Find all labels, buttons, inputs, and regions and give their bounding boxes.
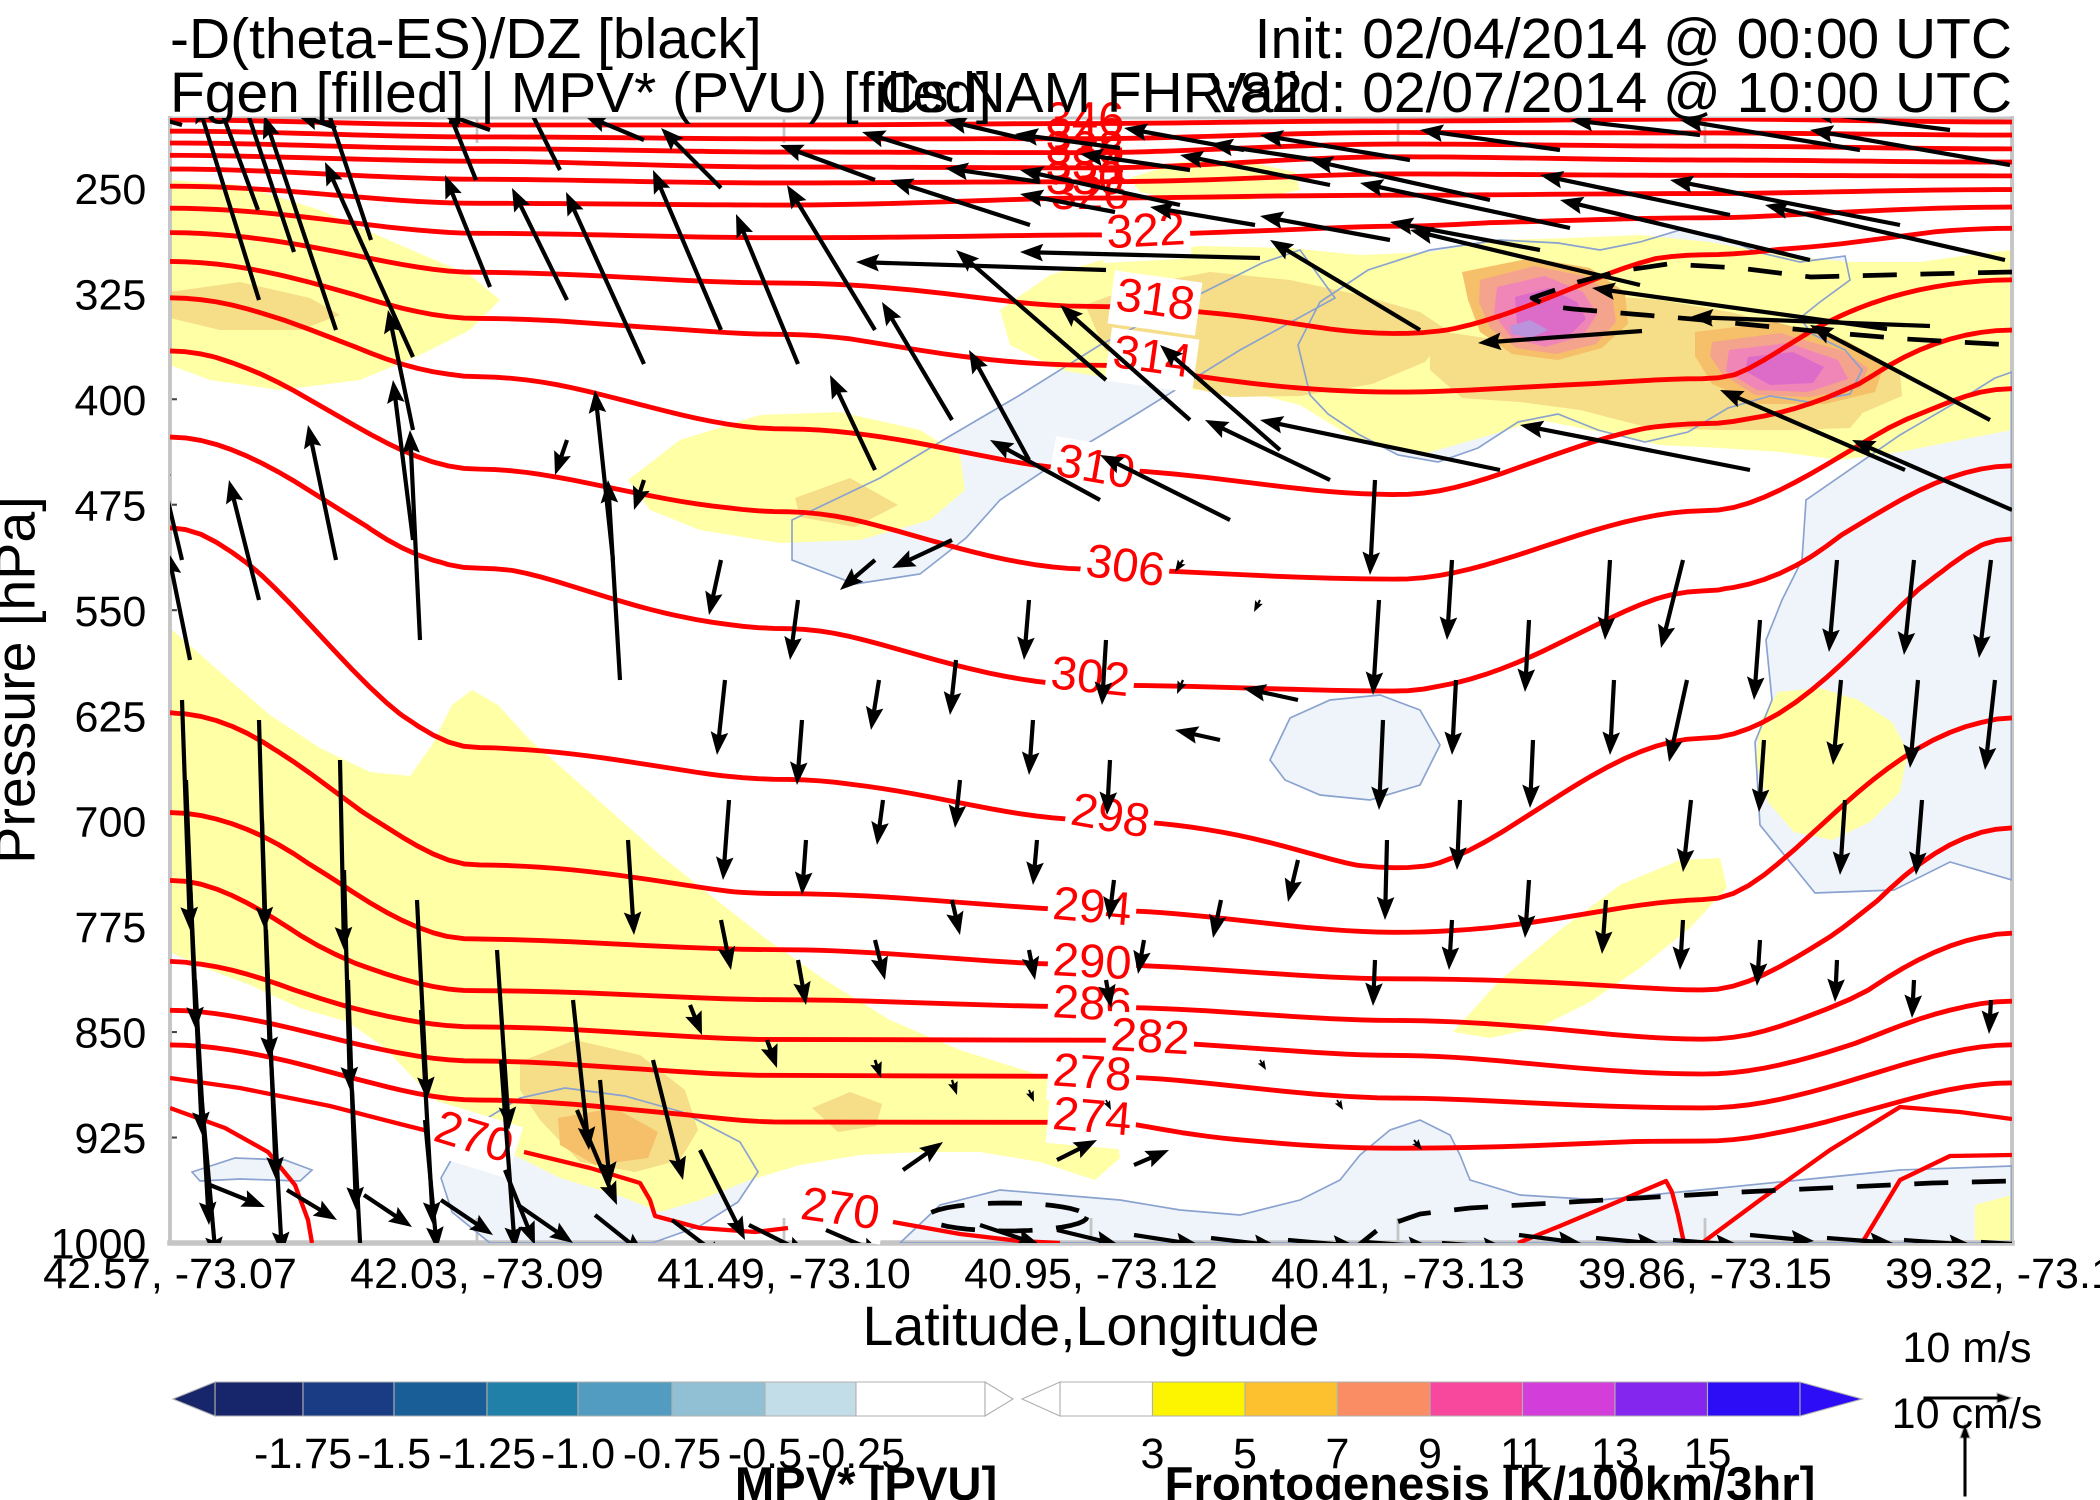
svg-text:9: 9	[1418, 1430, 1442, 1478]
svg-text:325: 325	[75, 271, 147, 319]
svg-text:-1.75: -1.75	[254, 1430, 352, 1478]
svg-text:39.32, -73.16: 39.32, -73.16	[1885, 1250, 2100, 1298]
svg-text:Pressure [hPa]: Pressure [hPa]	[0, 496, 46, 863]
svg-text:7: 7	[1326, 1430, 1350, 1478]
svg-text:1000: 1000	[51, 1221, 147, 1269]
svg-text:475: 475	[75, 482, 147, 530]
svg-text:250: 250	[75, 166, 147, 214]
svg-text:5: 5	[1233, 1430, 1257, 1478]
svg-text:-1.5: -1.5	[357, 1430, 431, 1478]
svg-text:MPV* [PVU]: MPV* [PVU]	[735, 1458, 997, 1500]
svg-text:274: 274	[1051, 1087, 1134, 1147]
svg-text:400: 400	[75, 377, 147, 425]
svg-text:11: 11	[1500, 1430, 1545, 1478]
svg-text:346: 346	[1046, 93, 1125, 146]
svg-text:10 m/s: 10 m/s	[1902, 1324, 2031, 1372]
svg-text:40.95, -73.12: 40.95, -73.12	[964, 1250, 1218, 1298]
svg-text:41.49, -73.10: 41.49, -73.10	[657, 1250, 911, 1298]
svg-text:42.57, -73.07: 42.57, -73.07	[43, 1250, 297, 1298]
svg-text:39.86, -73.15: 39.86, -73.15	[1578, 1250, 1832, 1298]
svg-text:298: 298	[1067, 783, 1154, 849]
svg-text:925: 925	[75, 1115, 147, 1163]
svg-text:850: 850	[75, 1010, 147, 1058]
svg-text:15: 15	[1684, 1430, 1732, 1478]
svg-text:-D(theta-ES)/DZ [black]: -D(theta-ES)/DZ [black]	[170, 7, 762, 71]
svg-text:314: 314	[1110, 325, 1195, 388]
svg-text:700: 700	[75, 799, 147, 847]
svg-text:13: 13	[1591, 1430, 1639, 1478]
svg-text:Latitude,Longitude: Latitude,Longitude	[862, 1295, 1319, 1357]
svg-text:318: 318	[1113, 268, 1198, 331]
svg-text:10 cm/s: 10 cm/s	[1892, 1390, 2043, 1438]
svg-text:-1.25: -1.25	[438, 1430, 536, 1478]
svg-text:625: 625	[75, 693, 147, 741]
svg-text:Cs:NAM FHR:82: Cs:NAM FHR:82	[879, 61, 1303, 125]
svg-text:550: 550	[75, 588, 147, 636]
svg-text:-0.5: -0.5	[728, 1430, 802, 1478]
svg-text:40.41, -73.13: 40.41, -73.13	[1271, 1250, 1525, 1298]
svg-text:270: 270	[798, 1177, 883, 1240]
svg-text:302: 302	[1048, 646, 1132, 707]
svg-text:42.03, -73.09: 42.03, -73.09	[350, 1250, 604, 1298]
svg-text:Valid: 02/07/2014 @ 10:00 UTC: Valid: 02/07/2014 @ 10:00 UTC	[1208, 61, 2012, 125]
svg-text:-0.25: -0.25	[807, 1430, 905, 1478]
svg-text:3: 3	[1141, 1430, 1165, 1478]
svg-text:306: 306	[1083, 534, 1168, 597]
svg-text:-1.0: -1.0	[541, 1430, 615, 1478]
svg-text:Init: 02/04/2014 @ 00:00 UTC: Init: 02/04/2014 @ 00:00 UTC	[1255, 7, 2012, 71]
svg-text:-0.75: -0.75	[623, 1430, 721, 1478]
svg-text:Frontogenesis [K/100km/3hr]: Frontogenesis [K/100km/3hr]	[1165, 1458, 1816, 1500]
svg-text:Fgen [filled] | MPV* (PVU) [fi: Fgen [filled] | MPV* (PVU) [filled]	[170, 61, 992, 125]
svg-text:775: 775	[75, 904, 147, 952]
svg-text:294: 294	[1051, 877, 1134, 937]
